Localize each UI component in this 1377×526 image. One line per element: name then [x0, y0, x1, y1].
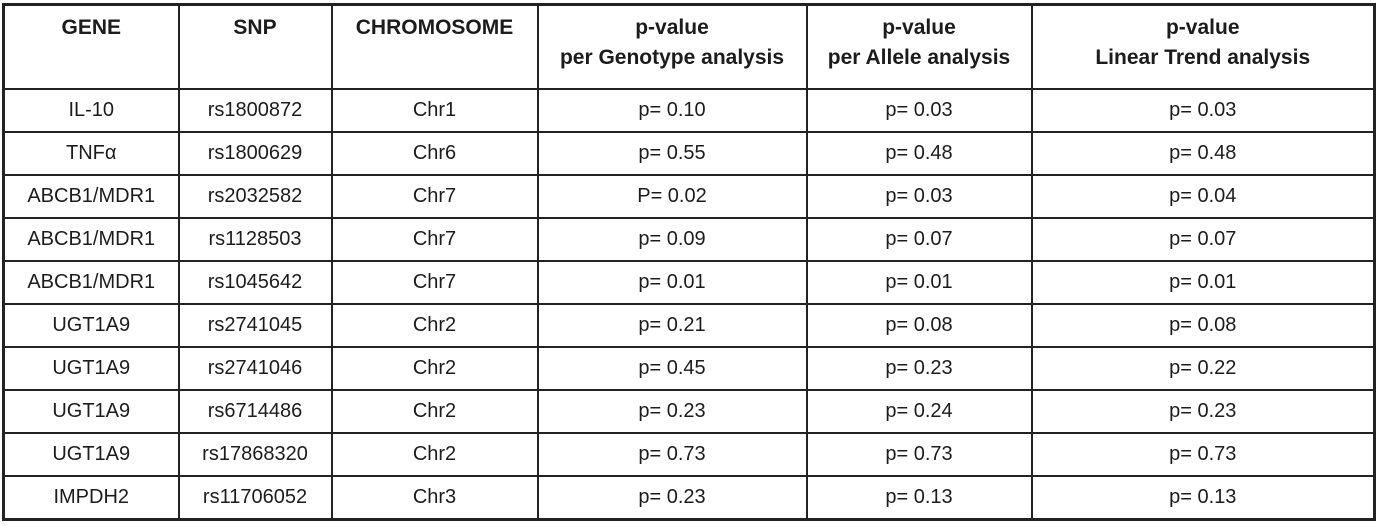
- cell-chromosome: Chr6: [330, 131, 539, 176]
- cell-pvalue-trend: p= 0.13: [1030, 475, 1376, 521]
- cell-pvalue-genotype: p= 0.10: [536, 88, 808, 133]
- cell-gene: IL-10: [2, 88, 180, 133]
- cell-gene: UGT1A9: [2, 346, 180, 391]
- table-row: IMPDH2 rs11706052 Chr3 p= 0.23 p= 0.13 p= 0.1…: [2, 475, 1376, 521]
- cell-chromosome: Chr2: [330, 432, 539, 477]
- column-header-line1: p-value: [635, 16, 709, 39]
- cell-chromosome: Chr3: [330, 475, 539, 521]
- cell-pvalue-allele: p= 0.48: [805, 131, 1033, 176]
- cell-pvalue-trend: p= 0.73: [1030, 432, 1376, 477]
- cell-snp: rs1128503: [177, 217, 333, 262]
- cell-pvalue-trend: p= 0.48: [1030, 131, 1376, 176]
- cell-pvalue-trend: p= 0.23: [1030, 389, 1376, 434]
- cell-snp: rs6714486: [177, 389, 333, 434]
- column-header-chromosome: CHROMOSOME: [330, 3, 539, 90]
- table-row: IL-10 rs1800872 Chr1 p= 0.10 p= 0.03 p= 0.03: [2, 88, 1376, 133]
- cell-pvalue-genotype: p= 0.45: [536, 346, 808, 391]
- cell-pvalue-genotype: P= 0.02: [536, 174, 808, 219]
- cell-pvalue-trend: p= 0.22: [1030, 346, 1376, 391]
- cell-snp: rs2032582: [177, 174, 333, 219]
- column-header-line1: p-value: [882, 16, 956, 39]
- table-row: UGT1A9 rs2741045 Chr2 p= 0.21 p= 0.08 p= 0.08: [2, 303, 1376, 348]
- cell-chromosome: Chr7: [330, 174, 539, 219]
- cell-snp: rs17868320: [177, 432, 333, 477]
- cell-pvalue-allele: p= 0.01: [805, 260, 1033, 305]
- column-header-line1: p-value: [1165, 16, 1240, 39]
- cell-pvalue-trend: p= 0.07: [1030, 217, 1376, 262]
- table-row: ABCB1/MDR1 rs1128503 Chr7 p= 0.09 p= 0.07 p= …: [2, 217, 1376, 262]
- table-body: IL-10 rs1800872 Chr1 p= 0.10 p= 0.03 p= 0.03 T…: [2, 88, 1376, 521]
- cell-gene: ABCB1/MDR1: [2, 174, 180, 219]
- header-row: GENE SNP CHROMOSOME p-value per Genotype ana…: [2, 3, 1376, 90]
- cell-pvalue-genotype: p= 0.01: [536, 260, 808, 305]
- cell-gene: ABCB1/MDR1: [2, 260, 180, 305]
- cell-snp: rs2741045: [177, 303, 333, 348]
- cell-gene: UGT1A9: [2, 389, 180, 434]
- column-header-snp: SNP: [177, 3, 333, 90]
- column-header-line2: per Genotype analysis: [559, 46, 785, 70]
- column-header-line2: Linear Trend analysis: [1095, 46, 1311, 70]
- cell-pvalue-allele: p= 0.24: [805, 389, 1033, 434]
- cell-pvalue-allele: p= 0.03: [805, 88, 1033, 133]
- column-header-line1: GENE: [61, 16, 121, 39]
- cell-pvalue-trend: p= 0.03: [1030, 88, 1376, 133]
- column-header-pvalue-trend: p-value Linear Trend analysis: [1030, 3, 1376, 90]
- table-row: ABCB1/MDR1 rs2032582 Chr7 P= 0.02 p= 0.03 p= …: [2, 174, 1376, 219]
- cell-chromosome: Chr2: [330, 346, 539, 391]
- cell-pvalue-allele: p= 0.08: [805, 303, 1033, 348]
- cell-pvalue-allele: p= 0.23: [805, 346, 1033, 391]
- cell-gene: UGT1A9: [2, 432, 180, 477]
- cell-gene: ABCB1/MDR1: [2, 217, 180, 262]
- table-row: UGT1A9 rs2741046 Chr2 p= 0.45 p= 0.23 p= 0.22: [2, 346, 1376, 391]
- cell-chromosome: Chr2: [330, 389, 539, 434]
- cell-chromosome: Chr7: [330, 260, 539, 305]
- cell-chromosome: Chr2: [330, 303, 539, 348]
- cell-pvalue-genotype: p= 0.73: [536, 432, 808, 477]
- cell-snp: rs11706052: [177, 475, 333, 521]
- cell-pvalue-allele: p= 0.03: [805, 174, 1033, 219]
- column-header-line1: SNP: [233, 16, 277, 39]
- cell-chromosome: Chr7: [330, 217, 539, 262]
- cell-gene: UGT1A9: [2, 303, 180, 348]
- cell-gene: IMPDH2: [2, 475, 180, 521]
- cell-pvalue-trend: p= 0.01: [1030, 260, 1376, 305]
- column-header-pvalue-allele: p-value per Allele analysis: [805, 3, 1033, 90]
- cell-pvalue-allele: p= 0.73: [805, 432, 1033, 477]
- column-header-gene: GENE: [2, 3, 180, 90]
- cell-pvalue-allele: p= 0.07: [805, 217, 1033, 262]
- column-header-line1: CHROMOSOME: [355, 16, 514, 39]
- snp-pvalue-table: GENE SNP CHROMOSOME p-value per Genotype ana…: [2, 3, 1376, 521]
- table-row: UGT1A9 rs6714486 Chr2 p= 0.23 p= 0.24 p= 0.23: [2, 389, 1376, 434]
- cell-pvalue-genotype: p= 0.55: [536, 131, 808, 176]
- cell-snp: rs2741046: [177, 346, 333, 391]
- cell-snp: rs1045642: [177, 260, 333, 305]
- cell-pvalue-genotype: p= 0.23: [536, 389, 808, 434]
- column-header-pvalue-genotype: p-value per Genotype analysis: [536, 3, 808, 90]
- cell-pvalue-genotype: p= 0.09: [536, 217, 808, 262]
- cell-chromosome: Chr1: [330, 88, 539, 133]
- cell-pvalue-genotype: p= 0.21: [536, 303, 808, 348]
- cell-snp: rs1800872: [177, 88, 333, 133]
- column-header-line2: per Allele analysis: [827, 46, 1011, 70]
- table-row: UGT1A9 rs17868320 Chr2 p= 0.73 p= 0.73 p= 0.7…: [2, 432, 1376, 477]
- cell-gene: TNFα: [2, 131, 180, 176]
- table-row: ABCB1/MDR1 rs1045642 Chr7 p= 0.01 p= 0.01 p= …: [2, 260, 1376, 305]
- cell-pvalue-allele: p= 0.13: [805, 475, 1033, 521]
- cell-pvalue-genotype: p= 0.23: [536, 475, 808, 521]
- cell-pvalue-trend: p= 0.04: [1030, 174, 1376, 219]
- cell-pvalue-trend: p= 0.08: [1030, 303, 1376, 348]
- table-row: TNFα rs1800629 Chr6 p= 0.55 p= 0.48 p= 0.48: [2, 131, 1376, 176]
- cell-snp: rs1800629: [177, 131, 333, 176]
